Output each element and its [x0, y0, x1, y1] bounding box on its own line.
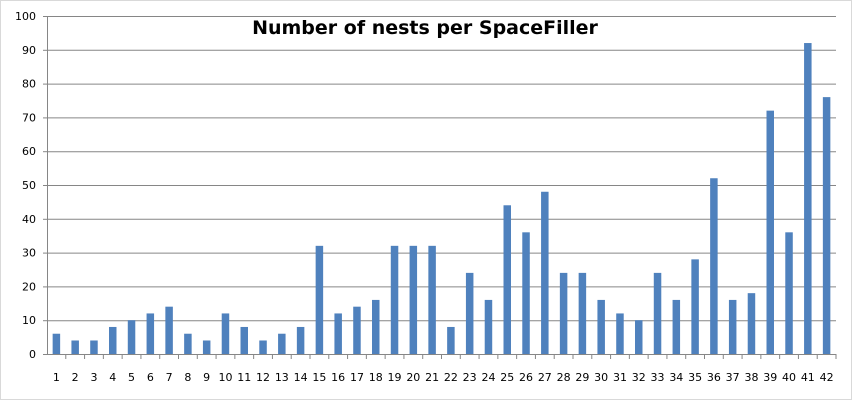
- bar-31: [616, 313, 624, 354]
- bar-39: [766, 110, 774, 354]
- y-tick-label: 10: [22, 314, 36, 327]
- bar-35: [691, 259, 699, 354]
- bar-3: [90, 340, 98, 354]
- bar-28: [559, 272, 568, 354]
- x-tick-label: 28: [557, 371, 571, 384]
- bar-9: [202, 340, 211, 354]
- bar-21: [428, 245, 436, 354]
- y-tick-label: 40: [22, 213, 36, 226]
- y-tick-label: 20: [22, 280, 36, 293]
- bar-38: [747, 293, 756, 354]
- bar-27: [541, 191, 549, 354]
- x-tick-label: 26: [519, 371, 533, 384]
- x-tick-label: 1: [53, 371, 60, 384]
- x-tick-label: 41: [801, 371, 815, 384]
- y-tick-label: 30: [22, 247, 36, 260]
- x-tick-label: 2: [72, 371, 79, 384]
- x-tick-label: 27: [538, 371, 552, 384]
- bar-33: [653, 272, 662, 354]
- y-tick-label: 70: [22, 111, 36, 124]
- bar-8: [184, 333, 192, 354]
- bar-17: [353, 306, 361, 354]
- x-tick-label: 7: [166, 371, 173, 384]
- x-tick-label: 9: [203, 371, 210, 384]
- x-tick-label: 25: [500, 371, 514, 384]
- bar-41: [804, 43, 812, 354]
- bar-1: [52, 333, 61, 354]
- x-tick-label: 36: [707, 371, 721, 384]
- x-tick-label: 13: [275, 371, 289, 384]
- x-tick-label: 29: [575, 371, 589, 384]
- bar-22: [447, 326, 455, 354]
- y-tick-label: 100: [15, 10, 36, 23]
- bar-15: [315, 245, 324, 354]
- x-tick-label: 40: [782, 371, 796, 384]
- bar-36: [710, 178, 718, 354]
- bar-37: [728, 299, 737, 354]
- bar-13: [278, 333, 286, 354]
- x-tick-label: 39: [763, 371, 777, 384]
- bar-23: [465, 272, 474, 354]
- bar-14: [296, 326, 305, 354]
- x-tick-label: 10: [218, 371, 232, 384]
- x-tick-label: 18: [369, 371, 383, 384]
- y-tick-label: 0: [29, 348, 36, 361]
- x-tick-label: 11: [237, 371, 251, 384]
- y-tick-label: 80: [22, 78, 36, 91]
- y-tick-label: 60: [22, 145, 36, 158]
- x-tick-label: 34: [669, 371, 683, 384]
- bar-40: [785, 232, 793, 354]
- y-tick-label: 90: [22, 44, 36, 57]
- chart-title: Number of nests per SpaceFiller: [252, 17, 598, 39]
- bar-25: [503, 205, 511, 354]
- x-tick-label: 8: [184, 371, 191, 384]
- x-tick-label: 30: [594, 371, 608, 384]
- x-tick-label: 42: [820, 371, 834, 384]
- x-tick-label: 32: [632, 371, 646, 384]
- x-tick-label: 23: [463, 371, 477, 384]
- bar-18: [372, 299, 380, 354]
- bar-32: [635, 320, 643, 354]
- bar-12: [259, 340, 267, 354]
- x-tick-label: 21: [425, 371, 439, 384]
- x-tick-label: 5: [128, 371, 135, 384]
- bar-26: [522, 232, 530, 354]
- bar-6: [146, 313, 155, 354]
- x-tick-label: 31: [613, 371, 627, 384]
- bar-7: [165, 306, 173, 354]
- bar-29: [578, 272, 587, 354]
- x-tick-label: 22: [444, 371, 458, 384]
- bar-20: [409, 245, 418, 354]
- bar-5: [127, 320, 136, 354]
- x-tick-label: 33: [651, 371, 665, 384]
- bar-16: [334, 313, 342, 354]
- bar-2: [71, 340, 79, 354]
- y-tick-label: 50: [22, 179, 36, 192]
- x-tick-label: 35: [688, 371, 702, 384]
- bar-10: [221, 313, 230, 354]
- x-tick-label: 4: [109, 371, 116, 384]
- bar-4: [109, 326, 117, 354]
- x-tick-label: 6: [147, 371, 154, 384]
- x-tick-label: 14: [294, 371, 308, 384]
- bar-30: [597, 299, 605, 354]
- x-tick-label: 19: [388, 371, 402, 384]
- x-tick-label: 20: [406, 371, 420, 384]
- bar-34: [672, 299, 681, 354]
- x-tick-label: 16: [331, 371, 345, 384]
- bar-42: [822, 97, 831, 355]
- bar-11: [240, 326, 248, 354]
- bar-24: [484, 299, 493, 354]
- x-tick-label: 15: [312, 371, 326, 384]
- x-tick-label: 38: [744, 371, 758, 384]
- x-tick-label: 17: [350, 371, 364, 384]
- x-tick-label: 37: [726, 371, 740, 384]
- x-tick-label: 3: [90, 371, 97, 384]
- x-tick-label: 12: [256, 371, 270, 384]
- x-tick-label: 24: [481, 371, 495, 384]
- bar-19: [390, 245, 399, 354]
